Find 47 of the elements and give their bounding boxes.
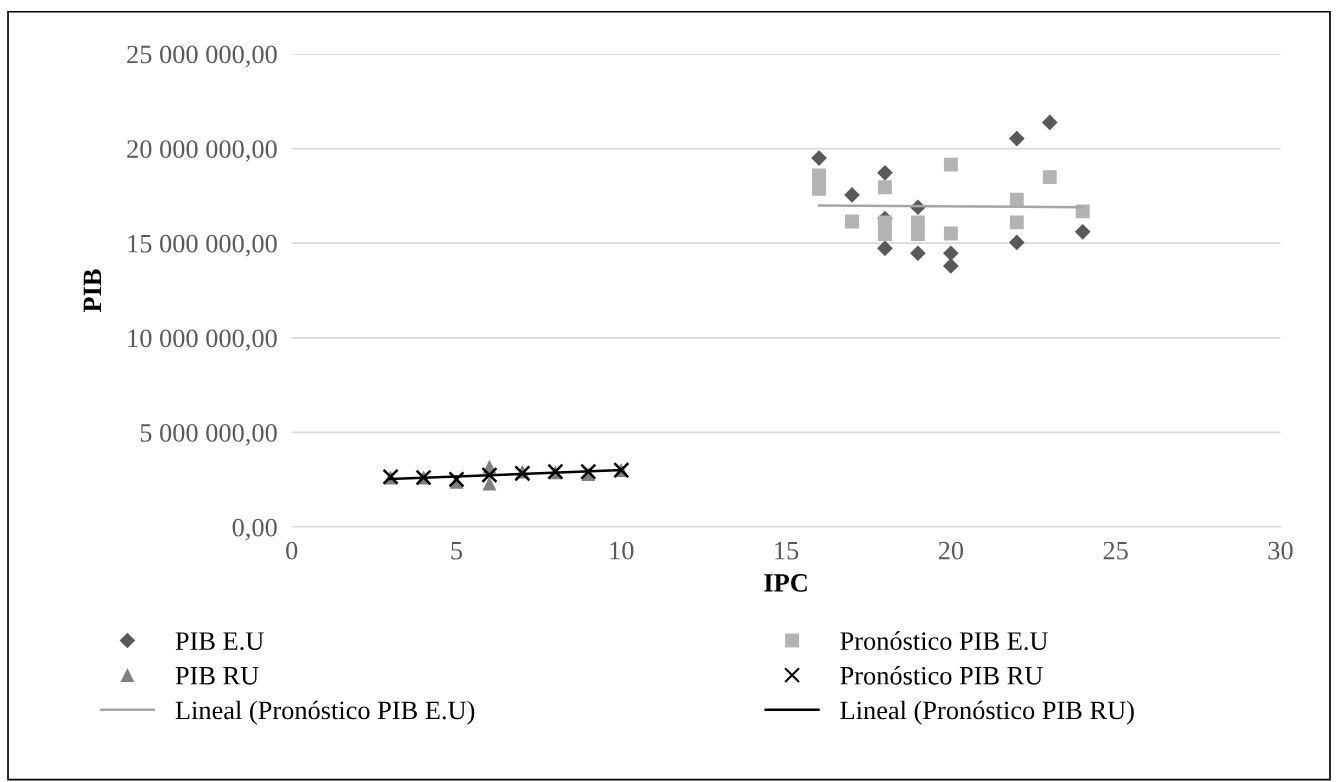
- point: [878, 227, 892, 242]
- point: [481, 466, 498, 484]
- point: [1075, 204, 1090, 219]
- x-tick-label: 5: [451, 541, 463, 560]
- point: [812, 168, 826, 183]
- y-tick-label: 20 000 000,00: [127, 140, 277, 162]
- x-axis-title: IPC: [764, 574, 807, 592]
- x-tick-label: 20: [938, 541, 964, 560]
- y-tick-label: 0,00: [232, 518, 277, 541]
- legend-label: PIB RU: [175, 667, 259, 685]
- x-tick-label: 15: [775, 541, 799, 560]
- x-tick-label: 0: [286, 541, 298, 560]
- x-tick-label: 10: [610, 541, 634, 560]
- y-tick-label: 15 000 000,00: [128, 234, 277, 257]
- point: [1008, 130, 1025, 147]
- y-tick-label: 5 000 000,00: [140, 424, 277, 446]
- y-tick-label: 10 000 000,00: [128, 329, 277, 352]
- point: [482, 476, 497, 491]
- x-tick-label: 25: [1103, 541, 1128, 560]
- point: [1008, 234, 1025, 251]
- point: [877, 240, 893, 257]
- legend-label: Lineal (Pronóstico PIB RU): [840, 700, 1134, 725]
- point: [910, 227, 925, 242]
- point: [1041, 114, 1058, 131]
- point: [811, 150, 827, 166]
- legend-label: Pronóstico PIB RU: [840, 666, 1043, 685]
- point: [877, 164, 893, 181]
- point: [943, 258, 959, 274]
- point: [878, 180, 892, 195]
- point: [1009, 192, 1024, 207]
- point: [910, 245, 926, 262]
- point: [845, 214, 859, 229]
- point: [943, 245, 959, 262]
- point: [943, 157, 958, 172]
- point: [1042, 170, 1057, 185]
- point: [1009, 215, 1024, 230]
- point: [812, 181, 826, 196]
- point: [580, 463, 597, 480]
- legend-label: PIB E.U: [175, 632, 264, 651]
- x-tick-label: 30: [1268, 541, 1293, 560]
- legend-label: Pronóstico PIB E.U: [840, 631, 1048, 651]
- y-tick-label: 25 000 000,00: [127, 45, 277, 68]
- y-axis-title: PIB: [83, 269, 102, 313]
- point: [844, 187, 860, 203]
- legend-label: Lineal (Pronóstico PIB E.U): [175, 700, 475, 725]
- point: [943, 226, 958, 241]
- point: [1074, 223, 1091, 240]
